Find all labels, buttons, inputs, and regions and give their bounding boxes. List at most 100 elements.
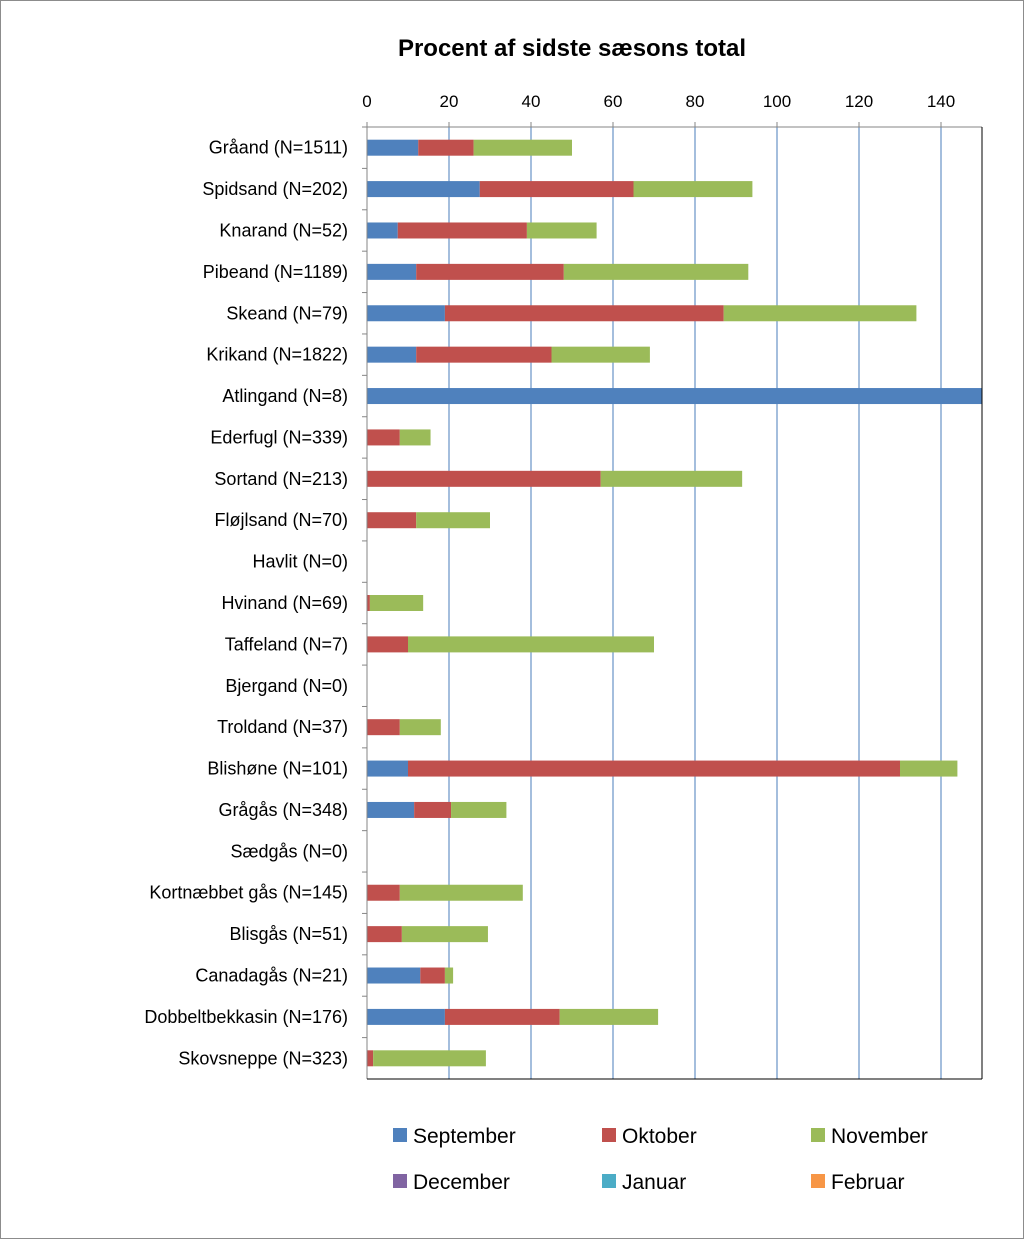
bar-oktober [414, 801, 452, 818]
bar-november [444, 967, 454, 984]
category-label: Bjergand (N=0) [225, 676, 348, 696]
category-label: Ederfugl (N=339) [210, 427, 348, 447]
legend-label: November [831, 1125, 928, 1148]
bar-oktober [367, 512, 417, 529]
gridlines [448, 127, 942, 1079]
bar-oktober [367, 595, 370, 611]
legend-label: Oktober [622, 1125, 697, 1148]
bar-oktober [397, 222, 527, 239]
legend-label: December [413, 1171, 510, 1194]
bar-oktober [367, 429, 400, 446]
bar-november [473, 139, 572, 156]
bar-november [451, 801, 507, 818]
bar-oktober [367, 926, 402, 943]
x-tick-labels: 0 20 40 60 80 100 120 140 [362, 92, 955, 111]
bar-oktober [367, 1050, 374, 1067]
bar-november [373, 1050, 486, 1067]
legend-swatch [393, 1128, 407, 1142]
category-label: Atlingand (N=8) [222, 386, 348, 406]
legend-label: September [413, 1125, 516, 1148]
axes [362, 122, 983, 1080]
category-label: Kortnæbbet gås (N=145) [149, 883, 348, 903]
bar-oktober [367, 470, 601, 487]
category-label: Hvinand (N=69) [221, 593, 348, 613]
bar-september [367, 305, 445, 322]
bar-november [526, 222, 597, 239]
bar-november [551, 346, 650, 363]
category-label: Grågås (N=348) [218, 800, 348, 820]
x-tick-label: 40 [522, 92, 541, 111]
bar-november [416, 512, 490, 529]
bar-september [367, 139, 419, 156]
category-label: Sædgås (N=0) [230, 841, 348, 861]
category-label: Taffeland (N=7) [225, 634, 348, 654]
bar-oktober [444, 1008, 560, 1025]
legend: September Oktober November December Januar Fe… [393, 1125, 928, 1194]
category-label: Skeand (N=79) [226, 303, 348, 323]
bar-november [600, 470, 743, 487]
bar-september [367, 222, 398, 239]
bar-september [367, 388, 982, 405]
bar-september [367, 801, 415, 818]
bar-september [367, 346, 417, 363]
legend-swatch [811, 1128, 825, 1142]
category-label: Fløjlsand (N=70) [214, 510, 348, 530]
bar-september [367, 967, 421, 984]
legend-label: Januar [622, 1171, 686, 1194]
bar-september [367, 263, 417, 280]
category-label: Spidsand (N=202) [202, 179, 348, 199]
bar-oktober [444, 305, 724, 322]
category-labels: Gråand (N=1511) Spidsand (N=202) Knarand (… [144, 138, 348, 1069]
category-label: Pibeand (N=1189) [203, 262, 348, 282]
legend-swatch [602, 1174, 616, 1188]
category-label: Krikand (N=1822) [206, 345, 348, 365]
bars [367, 139, 982, 1067]
bar-september [367, 1008, 445, 1025]
bar-oktober [367, 719, 400, 736]
x-tick-label: 140 [927, 92, 955, 111]
category-label: Havlit (N=0) [252, 552, 348, 572]
category-label: Dobbeltbekkasin (N=176) [144, 1007, 348, 1027]
bar-november [900, 760, 958, 777]
bar-november [369, 595, 424, 611]
x-tick-label: 100 [763, 92, 791, 111]
category-label: Troldand (N=37) [217, 717, 348, 737]
bar-oktober [479, 181, 634, 198]
x-tick-label: 120 [845, 92, 873, 111]
bar-november [563, 263, 749, 280]
category-label: Blishøne (N=101) [207, 759, 348, 779]
bar-oktober [420, 967, 445, 984]
bar-oktober [418, 139, 474, 156]
bar-november [633, 181, 753, 198]
bar-november [408, 636, 654, 653]
bar-oktober [416, 263, 564, 280]
bar-oktober [367, 636, 408, 653]
bar-oktober [416, 346, 552, 363]
legend-swatch [602, 1128, 616, 1142]
bar-september [367, 181, 480, 198]
bar-september [367, 760, 408, 777]
bar-oktober [367, 884, 400, 901]
bar-november [723, 305, 917, 322]
chart-title: Procent af sidste sæsons total [398, 35, 746, 62]
x-tick-label: 80 [686, 92, 705, 111]
x-tick-label: 0 [362, 92, 371, 111]
category-label: Gråand (N=1511) [209, 138, 348, 158]
bar-november [399, 429, 431, 446]
bar-november [399, 719, 441, 736]
bar-november [399, 884, 523, 901]
legend-swatch [811, 1174, 825, 1188]
bar-november [401, 926, 488, 943]
legend-swatch [393, 1174, 407, 1188]
category-label: Knarand (N=52) [219, 220, 348, 240]
category-label: Sortand (N=213) [214, 469, 348, 489]
x-tick-label: 60 [604, 92, 623, 111]
bar-oktober [408, 760, 900, 777]
bar-november [559, 1008, 659, 1025]
category-label: Blisgås (N=51) [229, 924, 348, 944]
x-tick-label: 20 [440, 92, 459, 111]
category-label: Skovsneppe (N=323) [178, 1048, 348, 1068]
legend-label: Februar [831, 1171, 905, 1194]
